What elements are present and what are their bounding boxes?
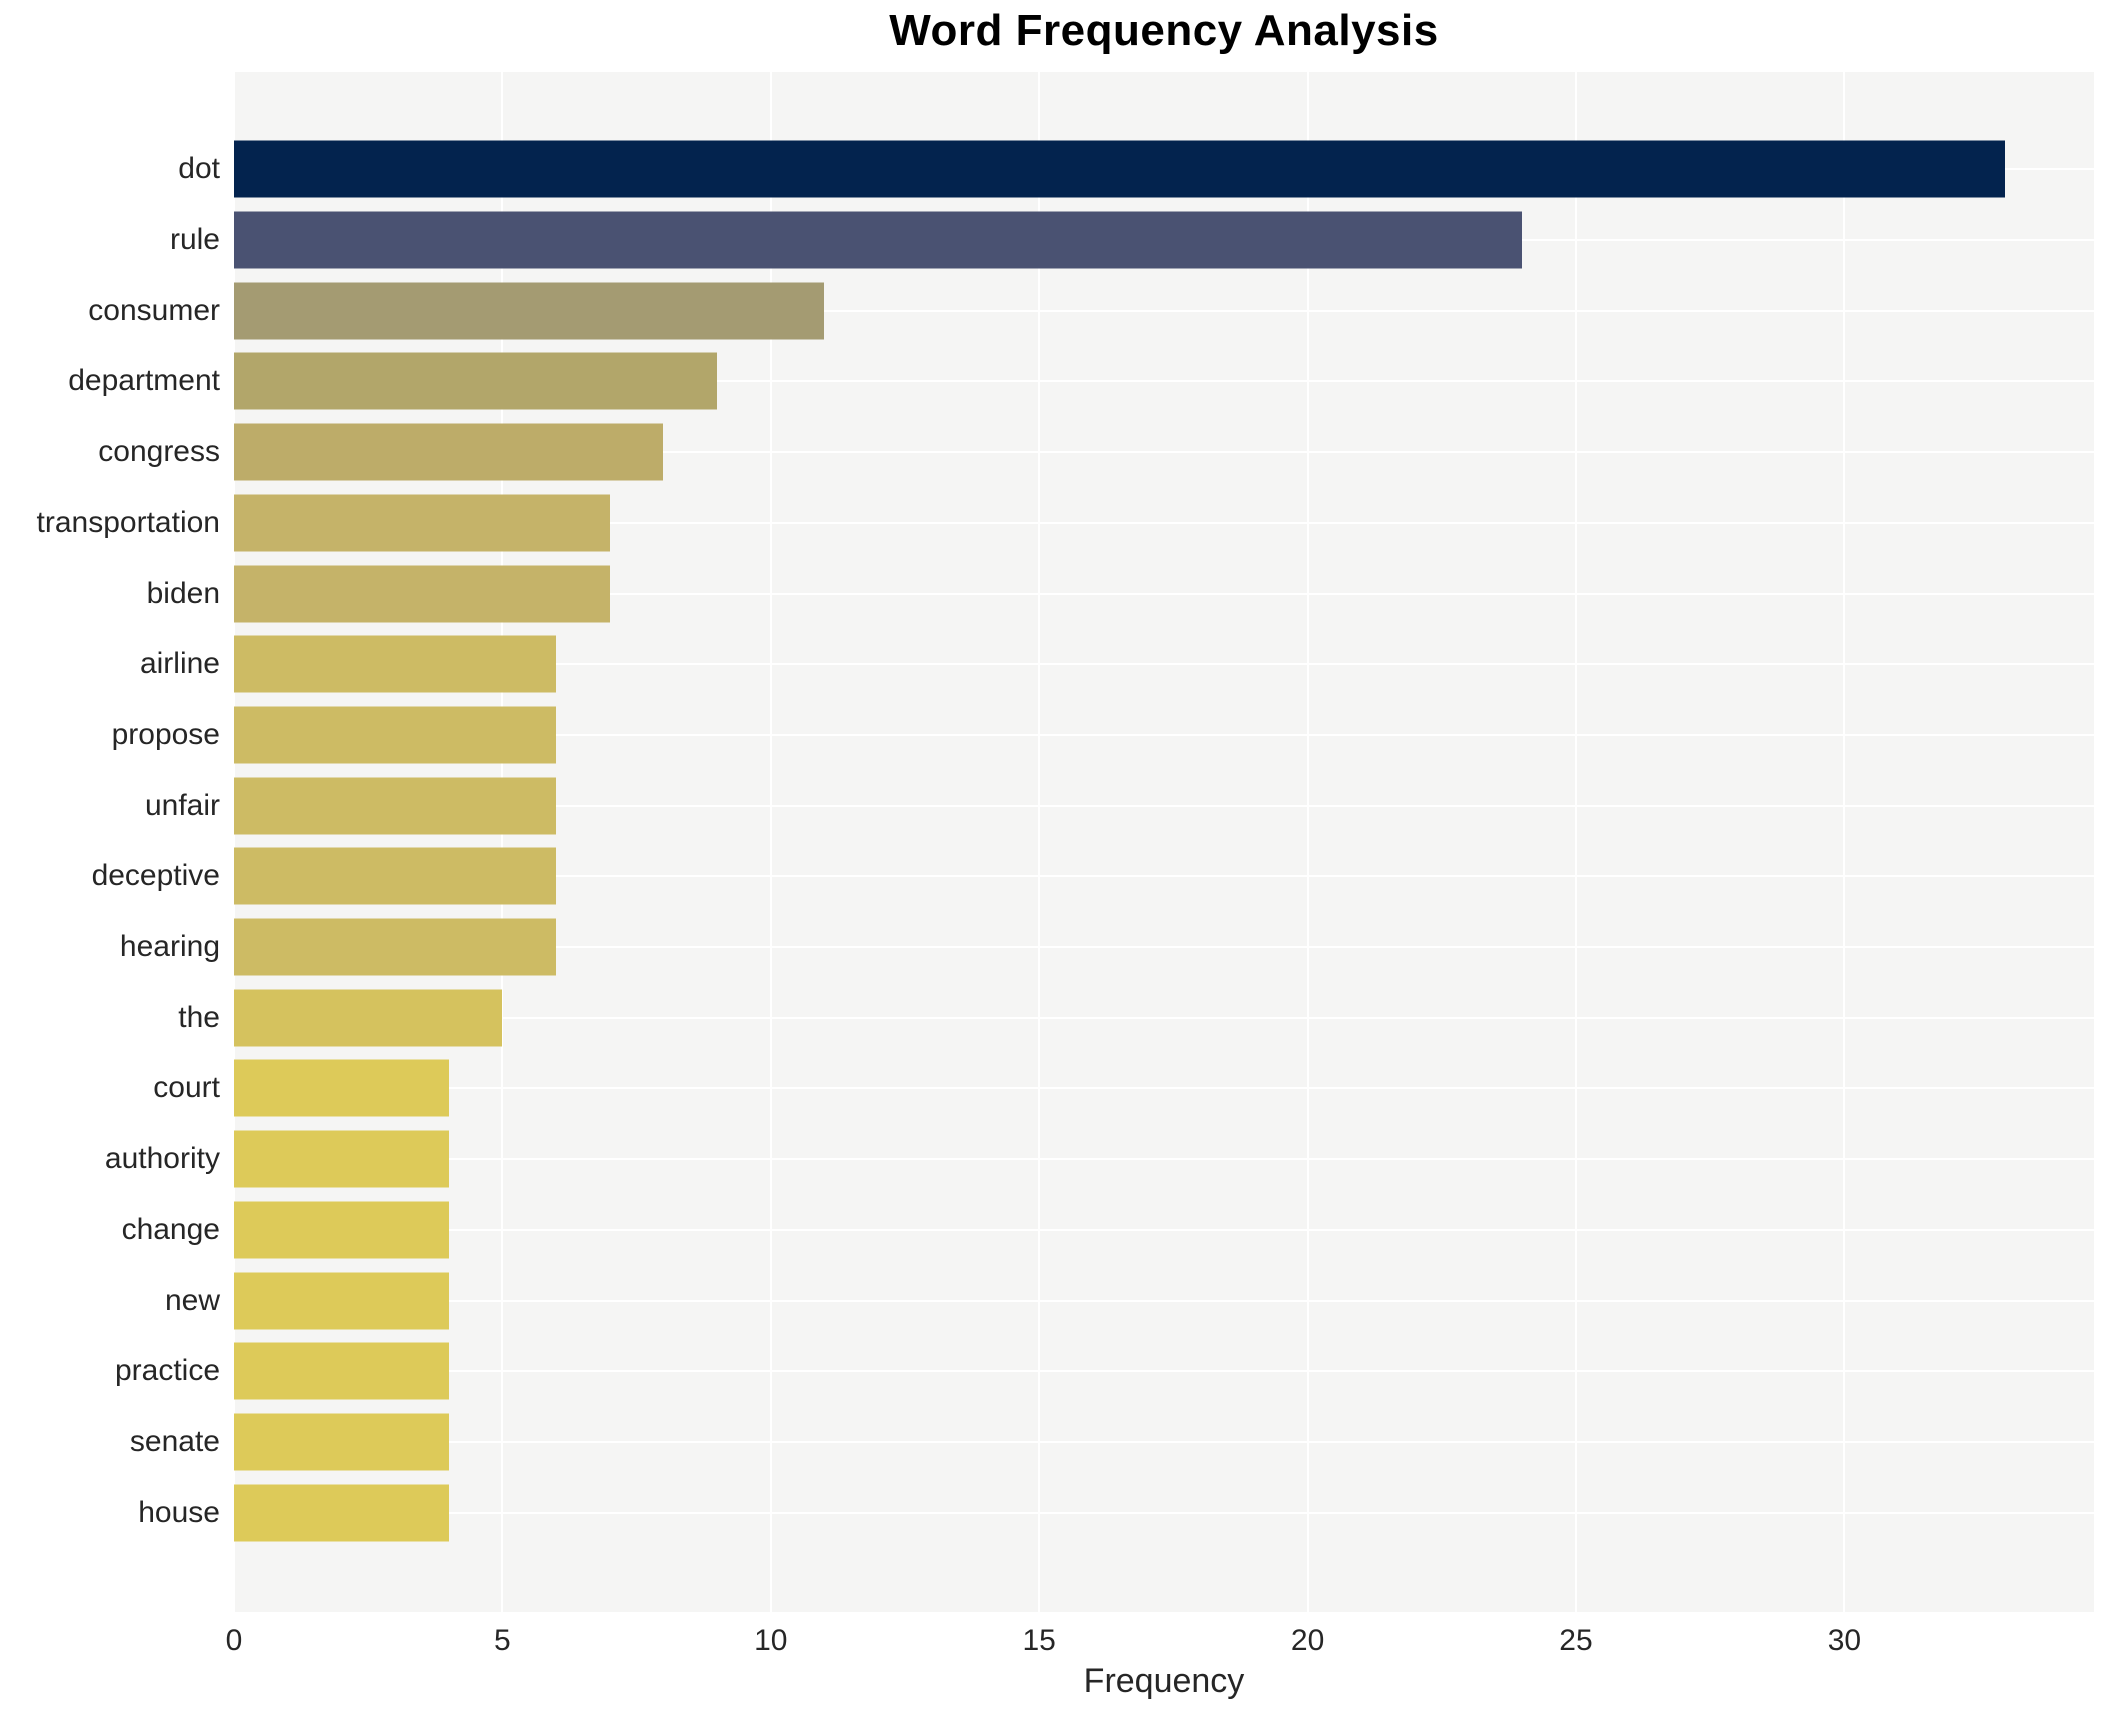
bar bbox=[234, 1413, 449, 1471]
y-tick-label: airline bbox=[139, 647, 220, 681]
y-tick-label: change bbox=[121, 1212, 220, 1246]
vertical-gridline bbox=[501, 72, 504, 1612]
y-tick-label: court bbox=[153, 1071, 220, 1105]
horizontal-gridline bbox=[234, 804, 2094, 807]
horizontal-gridline bbox=[234, 521, 2094, 524]
bar-row: rule bbox=[170, 205, 2094, 276]
vertical-gridline bbox=[1038, 72, 1041, 1612]
bar-row: court bbox=[153, 1053, 2094, 1124]
bar bbox=[234, 847, 557, 905]
horizontal-gridline bbox=[234, 875, 2094, 878]
bar-row: airline bbox=[140, 629, 2094, 700]
bar-row: dot bbox=[178, 134, 2094, 205]
y-tick-label: congress bbox=[98, 435, 220, 469]
y-tick-label: unfair bbox=[144, 788, 220, 822]
y-tick-label: the bbox=[178, 1000, 220, 1034]
x-tick-label: 15 bbox=[1022, 1624, 1056, 1657]
horizontal-gridline bbox=[234, 1087, 2094, 1090]
bar bbox=[234, 635, 557, 693]
bar bbox=[234, 1201, 449, 1259]
horizontal-gridline bbox=[234, 1228, 2094, 1231]
vertical-gridline bbox=[769, 72, 772, 1612]
horizontal-gridline bbox=[234, 451, 2094, 454]
bar bbox=[234, 777, 557, 835]
bar-row: department bbox=[68, 346, 2094, 417]
bar-row: house bbox=[138, 1477, 2094, 1548]
bar bbox=[234, 918, 557, 976]
horizontal-gridline bbox=[234, 1299, 2094, 1302]
vertical-gridline bbox=[1843, 72, 1846, 1612]
bar-row: senate bbox=[130, 1407, 2094, 1478]
horizontal-gridline bbox=[234, 1370, 2094, 1373]
bar bbox=[234, 494, 610, 552]
y-tick-label: practice bbox=[114, 1354, 220, 1388]
bar bbox=[234, 352, 718, 410]
bar-row: deceptive bbox=[92, 841, 2094, 912]
bar-row: consumer bbox=[88, 275, 2094, 346]
horizontal-gridline bbox=[234, 946, 2094, 949]
bar-row: the bbox=[178, 982, 2094, 1053]
bar bbox=[234, 1059, 449, 1117]
horizontal-gridline bbox=[234, 592, 2094, 595]
bar-row: congress bbox=[98, 417, 2094, 488]
horizontal-gridline bbox=[234, 1511, 2094, 1514]
y-tick-label: hearing bbox=[119, 930, 220, 964]
y-tick-label: senate bbox=[129, 1425, 220, 1458]
horizontal-gridline bbox=[234, 380, 2094, 383]
bar bbox=[234, 1484, 449, 1542]
y-tick-label: department bbox=[68, 364, 220, 398]
horizontal-gridline bbox=[234, 1016, 2094, 1019]
y-tick-label: propose bbox=[111, 717, 220, 751]
bar-rows: dot rule consumer department congress transpo… bbox=[37, 134, 2094, 1548]
horizontal-gridline bbox=[234, 663, 2094, 666]
plot-area: dot rule consumer department congress transpo… bbox=[37, 72, 2094, 1612]
bar bbox=[234, 140, 2006, 198]
bar-row: hearing bbox=[120, 912, 2094, 983]
y-tick-label: biden bbox=[146, 576, 220, 610]
chart-title: Word Frequency Analysis bbox=[889, 6, 1439, 55]
bar-row: new bbox=[165, 1265, 2094, 1336]
bar-row: transportation bbox=[37, 488, 2094, 559]
bar bbox=[234, 1342, 449, 1400]
bar bbox=[234, 1272, 449, 1330]
horizontal-gridline bbox=[234, 1441, 2094, 1443]
x-tick-label: 25 bbox=[1559, 1624, 1593, 1657]
x-axis-label: Frequency bbox=[1083, 1662, 1245, 1700]
y-tick-label: rule bbox=[169, 223, 220, 257]
vertical-gridline bbox=[1306, 72, 1309, 1612]
bar-row: biden bbox=[147, 558, 2094, 629]
bar-row: practice bbox=[115, 1336, 2094, 1407]
x-tick-label: 20 bbox=[1290, 1624, 1325, 1657]
bar-row: change bbox=[122, 1195, 2094, 1266]
x-tick-label: 10 bbox=[754, 1624, 788, 1657]
y-tick-label: new bbox=[164, 1283, 220, 1317]
horizontal-gridline bbox=[234, 733, 2094, 736]
bar-row: authority bbox=[105, 1124, 2094, 1195]
x-tick-label: 5 bbox=[494, 1624, 511, 1657]
bar bbox=[234, 211, 1523, 269]
y-tick-label: transportation bbox=[36, 505, 220, 539]
horizontal-gridline bbox=[234, 309, 2094, 312]
bar-row: unfair bbox=[145, 770, 2094, 841]
y-tick-label: authority bbox=[104, 1142, 220, 1176]
bar bbox=[234, 1130, 449, 1188]
y-tick-label: house bbox=[138, 1495, 220, 1529]
bar bbox=[234, 565, 610, 623]
y-tick-label: dot bbox=[178, 152, 220, 186]
x-tick-label: 30 bbox=[1827, 1624, 1862, 1657]
vertical-gridline bbox=[1574, 72, 1577, 1612]
horizontal-gridline bbox=[234, 1158, 2094, 1161]
y-tick-label: deceptive bbox=[91, 859, 220, 893]
bar bbox=[234, 423, 664, 481]
bar bbox=[234, 282, 825, 340]
vertical-gridline bbox=[233, 72, 235, 1612]
bar bbox=[234, 706, 557, 764]
y-tick-label: consumer bbox=[88, 293, 220, 327]
bar-row: propose bbox=[112, 700, 2094, 771]
bar bbox=[234, 989, 503, 1047]
x-tick-label: 0 bbox=[225, 1624, 243, 1657]
